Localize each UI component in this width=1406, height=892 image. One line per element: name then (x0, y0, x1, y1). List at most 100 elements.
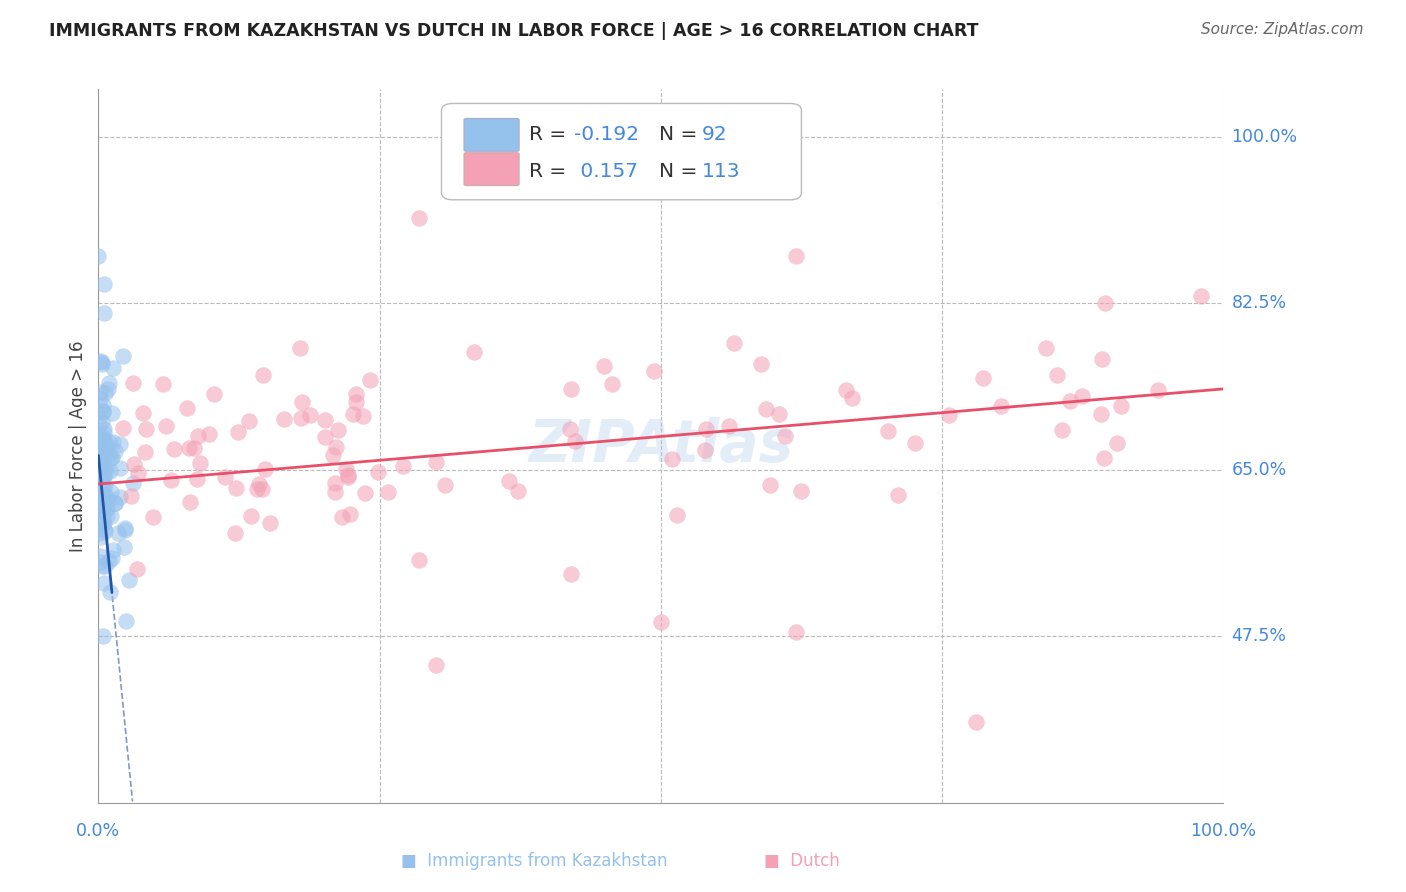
Point (352, 409, 374, 423)
Text: 100.0%: 100.0% (1189, 822, 1257, 840)
Point (785, 624, 807, 639)
Text: IMMIGRANTS FROM KAZAKHSTAN VS DUTCH IN LABOR FORCE | AGE > 16 CORRELATION CHART: IMMIGRANTS FROM KAZAKHSTAN VS DUTCH IN L… (49, 22, 979, 40)
Point (332, 510, 354, 524)
Text: R =: R = (529, 161, 572, 181)
Point (887, 488, 910, 502)
Point (90, 432, 112, 446)
Point (972, 371, 994, 385)
Point (90, 480, 112, 494)
Point (101, 406, 124, 420)
Point (101, 361, 124, 376)
Point (87, 417, 110, 431)
Point (93, 478, 115, 492)
Point (94, 489, 117, 503)
Point (253, 462, 276, 476)
Point (104, 443, 127, 458)
Point (89, 555, 111, 569)
Point (94, 559, 117, 574)
Point (135, 422, 157, 436)
Point (89, 549, 111, 563)
Point (98, 465, 121, 479)
Point (239, 509, 262, 524)
Point (290, 410, 312, 425)
Point (1147, 384, 1170, 398)
Text: N =: N = (658, 126, 703, 145)
Point (695, 422, 717, 436)
Point (90, 450, 112, 465)
Text: 0.0%: 0.0% (76, 822, 121, 840)
Point (101, 542, 124, 557)
Point (101, 435, 124, 450)
Point (100, 451, 122, 466)
Point (344, 394, 367, 409)
Text: N =: N = (658, 161, 703, 181)
Point (93, 576, 115, 591)
Point (768, 407, 790, 421)
Point (111, 421, 134, 435)
Point (93, 494, 115, 508)
Text: 82.5%: 82.5% (1232, 294, 1286, 312)
Point (183, 441, 205, 455)
Point (1035, 341, 1057, 355)
Point (322, 448, 344, 462)
FancyBboxPatch shape (441, 103, 801, 200)
Point (904, 436, 927, 450)
Point (1059, 394, 1081, 409)
Point (250, 483, 273, 497)
Point (89, 525, 111, 540)
Point (122, 457, 145, 471)
Point (93, 468, 115, 483)
Point (1107, 435, 1129, 450)
Point (425, 657, 447, 672)
Point (91, 481, 114, 495)
Point (666, 508, 689, 523)
Point (463, 345, 485, 359)
Text: R =: R = (529, 126, 572, 145)
Point (790, 483, 813, 498)
Point (94, 436, 117, 450)
Point (359, 373, 381, 387)
Text: 113: 113 (702, 161, 740, 181)
Point (155, 419, 177, 434)
Point (434, 478, 457, 492)
Point (104, 496, 127, 510)
Point (96, 490, 118, 504)
Point (247, 477, 270, 491)
Point (89, 392, 111, 407)
Point (90, 515, 112, 529)
Point (91, 398, 114, 412)
Point (107, 526, 129, 541)
Point (90, 488, 112, 502)
Point (273, 412, 295, 426)
Point (93, 522, 115, 536)
Point (108, 436, 131, 450)
Point (335, 461, 357, 475)
Point (259, 516, 281, 531)
Point (108, 461, 131, 475)
Point (152, 377, 174, 392)
Point (1071, 389, 1094, 403)
Point (93, 423, 115, 437)
Point (600, 376, 623, 391)
Point (1189, 288, 1212, 302)
Point (1111, 399, 1133, 413)
Point (661, 451, 683, 466)
Point (89, 354, 111, 368)
Point (87, 404, 110, 418)
Point (342, 407, 364, 421)
Point (314, 430, 336, 444)
Point (90, 463, 112, 477)
Point (94, 461, 117, 475)
Point (91, 357, 114, 371)
Point (93, 405, 115, 419)
Point (346, 387, 368, 401)
Point (94, 467, 117, 481)
Point (339, 508, 361, 522)
Point (93, 516, 115, 531)
Point (187, 428, 209, 442)
Point (115, 614, 138, 628)
Point (560, 567, 582, 582)
Point (252, 368, 274, 383)
Y-axis label: In Labor Force | Age > 16: In Labor Force | Age > 16 (69, 340, 87, 552)
Point (100, 509, 122, 524)
